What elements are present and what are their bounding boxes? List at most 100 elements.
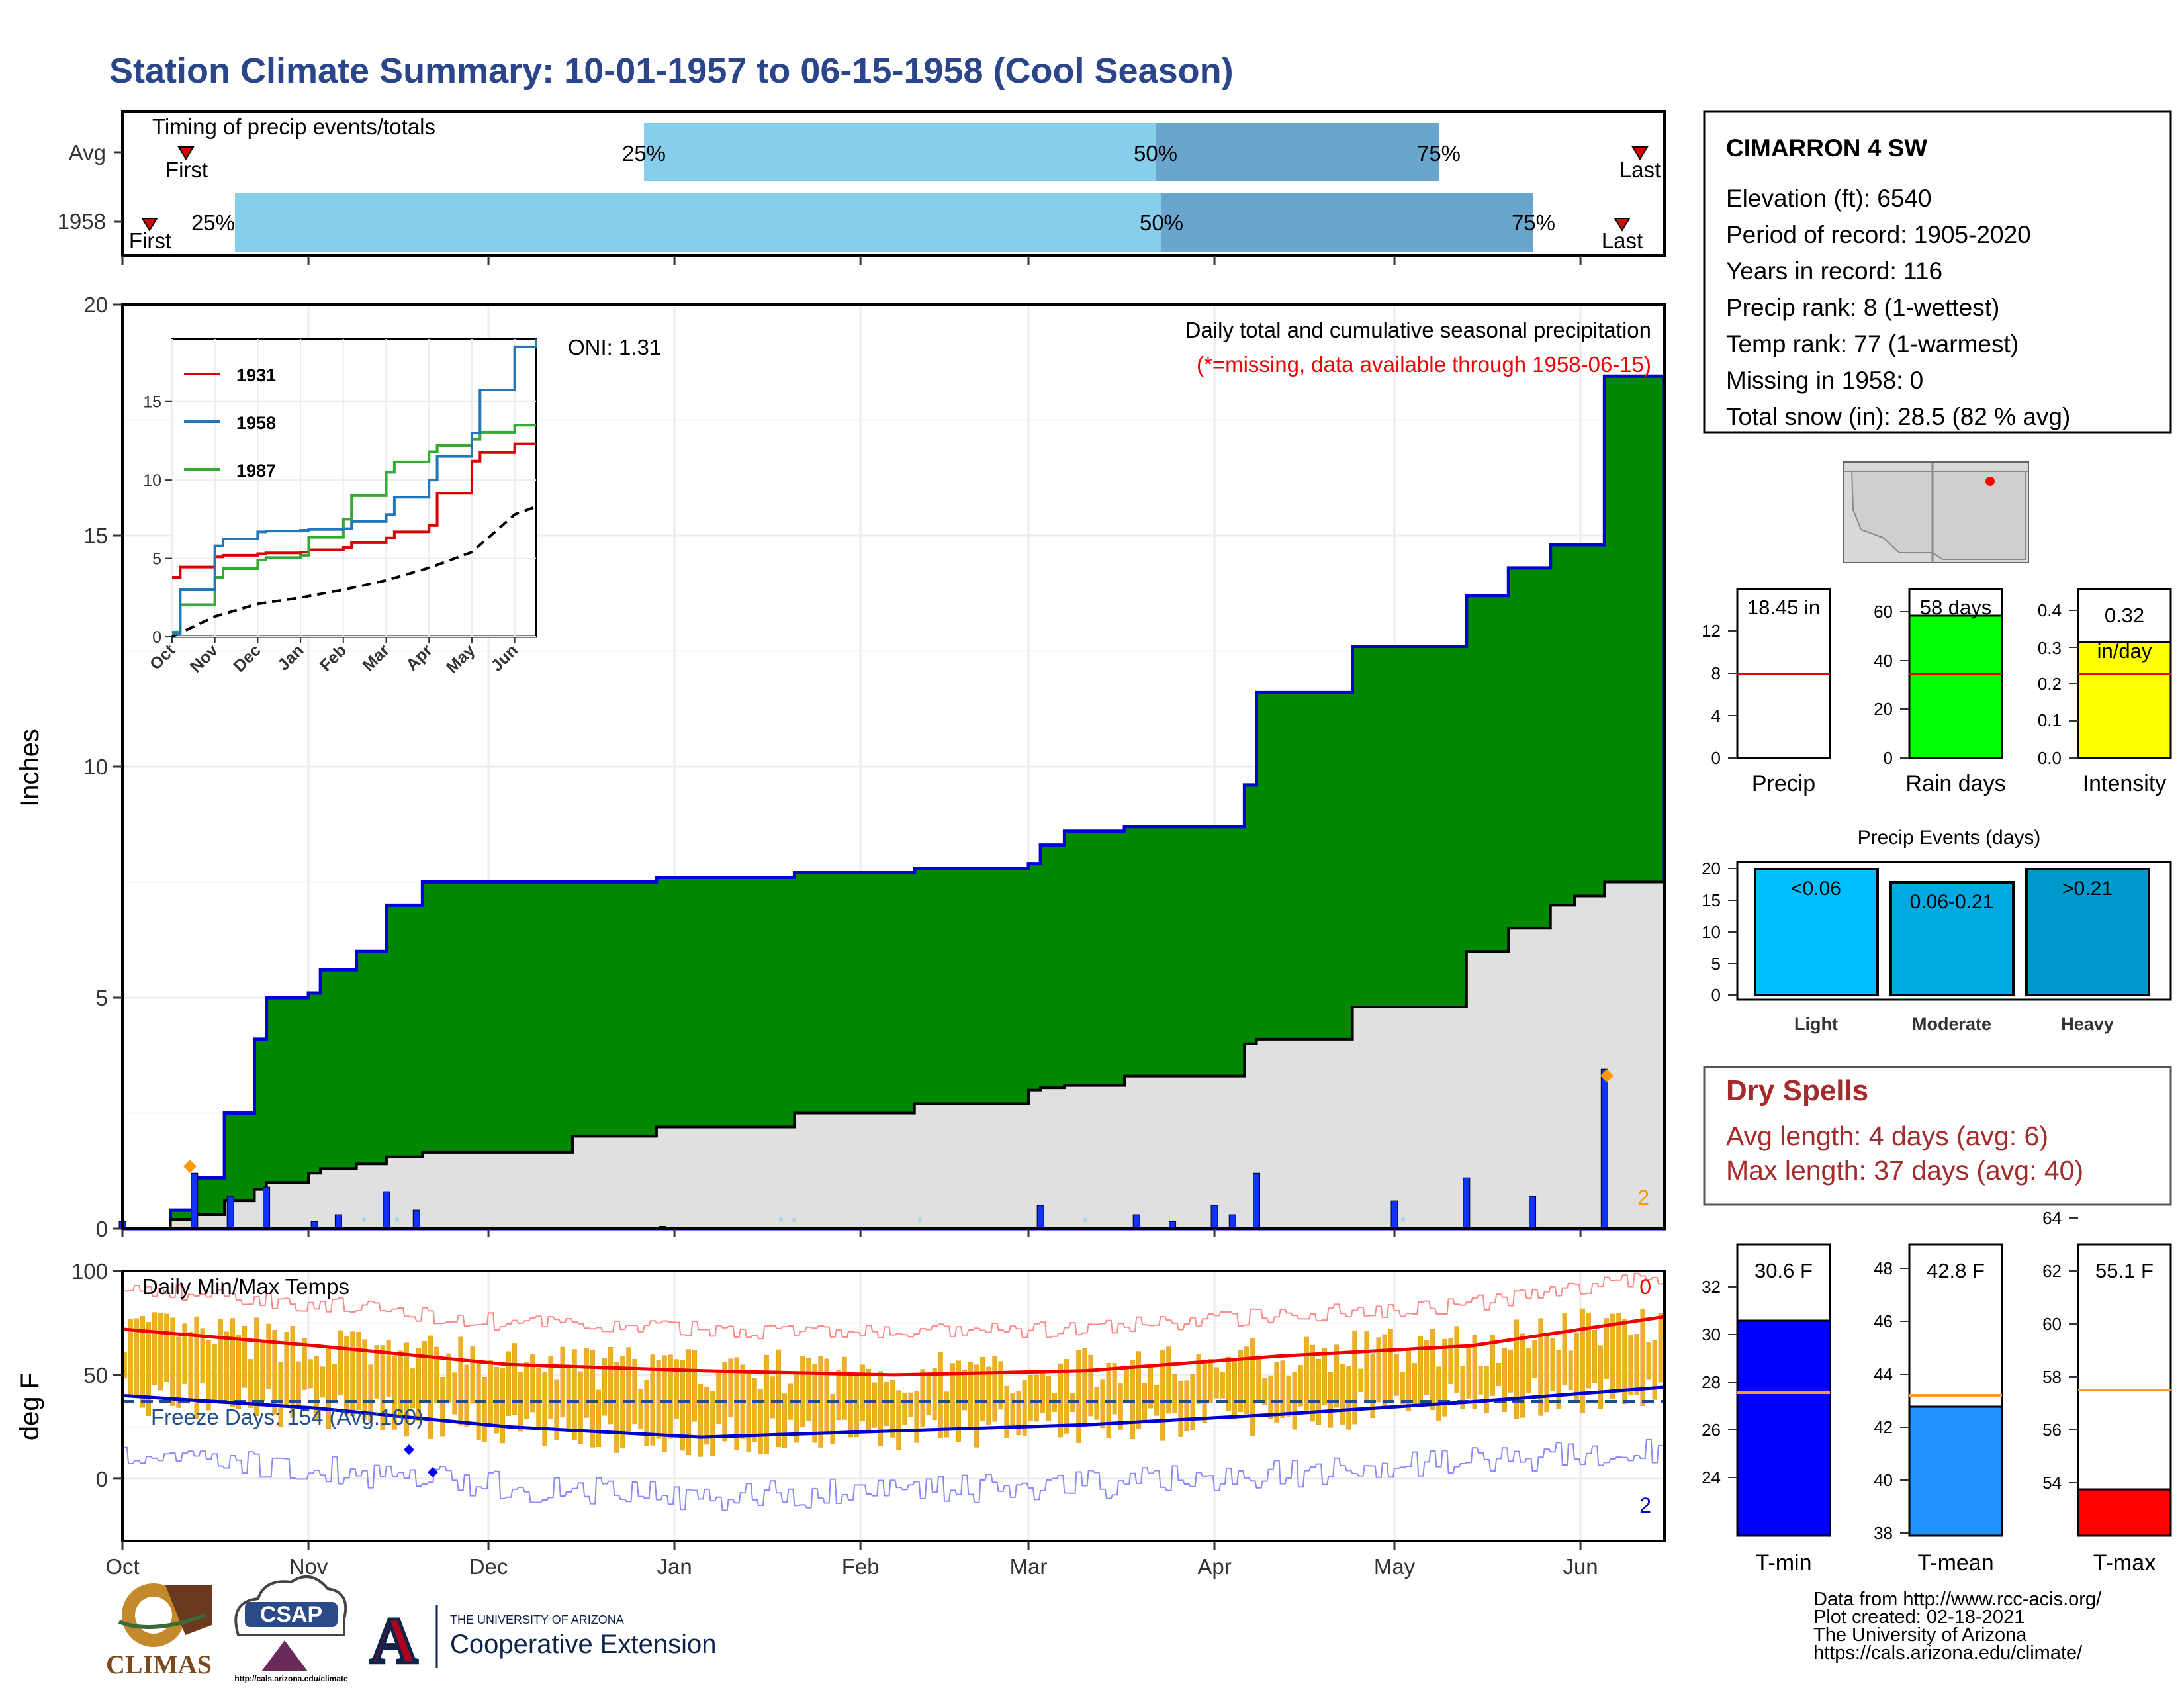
daily-temp-bar [1490, 1335, 1495, 1396]
daily-temp-bar [1268, 1376, 1273, 1419]
daily-temp-bar [884, 1382, 889, 1426]
daily-temp-bar [302, 1338, 307, 1390]
inset-average-line [171, 505, 537, 638]
location-map [1843, 461, 2029, 563]
daily-temp-bar [1544, 1333, 1549, 1413]
svg-text:5: 5 [1711, 954, 1721, 974]
daily-temp-bar [1484, 1366, 1489, 1413]
daily-temp-bar [1424, 1340, 1430, 1395]
daily-temp-bar [1154, 1385, 1160, 1416]
events-heavy-range: >0.21 [2062, 878, 2113, 900]
daily-temp-bar [644, 1380, 649, 1446]
daily-temp-bar [1076, 1350, 1081, 1443]
temp-y-tick: 50 [83, 1363, 108, 1387]
timing-1958-p75: 75% [1512, 211, 1555, 235]
daily-temp-bar [728, 1358, 733, 1417]
daily-temp-bar [566, 1364, 571, 1432]
timing-1958-p25: 25% [191, 211, 235, 235]
station-years: Years in record: 116 [1726, 258, 1942, 285]
daily-temp-bar [806, 1358, 811, 1421]
daily-temp-bar [1634, 1334, 1639, 1396]
daily-temp-bar [932, 1368, 937, 1421]
daily-temp-bar [1562, 1313, 1567, 1386]
daily-temp-bar [1628, 1335, 1633, 1396]
daily-temp-bar [590, 1349, 595, 1448]
rain-days-label: Rain days [1905, 771, 2005, 796]
daily-temp-bar [938, 1352, 943, 1438]
daily-temp-bar [1166, 1346, 1171, 1414]
station-precip-rank: Precip rank: 8 (1-wettest) [1726, 294, 1999, 321]
svg-text:38: 38 [1874, 1523, 1893, 1543]
timing-avg-bar-25-50 [644, 123, 1156, 181]
daily-temp-bar [692, 1350, 698, 1422]
daily-temp-bar [452, 1372, 457, 1415]
daily-temp-bar [1652, 1340, 1657, 1400]
daily-temp-bar [1220, 1372, 1225, 1399]
daily-temp-bar [1148, 1364, 1154, 1409]
daily-temp-bar [578, 1371, 583, 1444]
daily-temp-bar [1364, 1331, 1369, 1401]
daily-temp-bar [776, 1349, 781, 1448]
daily-temp-bar [710, 1391, 715, 1456]
daily-temp-bar [1502, 1348, 1507, 1412]
daily-temp-bar [188, 1332, 193, 1400]
timing-panel-title: Timing of precip events/totals [152, 115, 435, 139]
daily-temp-bar [230, 1318, 235, 1407]
tmax-axis-ticks: 64 62 60 58 56 54 [2042, 1208, 2078, 1493]
temp-count-top: 0 [1639, 1275, 1651, 1299]
precip-y-tick: 15 [83, 524, 108, 548]
daily-temp-bar [656, 1360, 661, 1439]
daily-temp-bar [1322, 1348, 1327, 1405]
precip-corner-count: 2 [1637, 1186, 1649, 1209]
daily-temp-bar [1334, 1344, 1340, 1408]
snow-marker-icon: * [361, 1214, 367, 1231]
intensity-unit: in/day [2097, 639, 2152, 663]
events-moderate-label: Moderate [1912, 1014, 1991, 1034]
daily-temp-bar [1184, 1380, 1189, 1431]
daily-temp-bar [362, 1339, 367, 1420]
tmean-label: T-mean [1917, 1550, 1993, 1575]
daily-temp-bar [1520, 1333, 1525, 1418]
month-tick-label: May [1374, 1554, 1416, 1579]
intensity-value: 0.32 [2105, 604, 2144, 627]
svg-text:0.2: 0.2 [2038, 674, 2062, 694]
daily-temp-bar [224, 1331, 229, 1402]
tmin-value: 30.6 F [1754, 1259, 1813, 1282]
events-moderate-range: 0.06-0.21 [1910, 891, 1994, 913]
timing-1958-last-label: Last [1602, 228, 1643, 253]
snow-marker-icon: * [917, 1214, 923, 1231]
daily-precip-bar [1529, 1196, 1537, 1229]
daily-temp-bar [554, 1379, 559, 1440]
svg-text:42: 42 [1874, 1417, 1893, 1437]
daily-temp-bar [1214, 1367, 1219, 1399]
record-low-marker-1 [404, 1444, 414, 1455]
dry-spells-frame [1703, 1066, 2172, 1206]
daily-temp-bar [1010, 1393, 1015, 1425]
daily-temp-bar [1574, 1332, 1579, 1400]
daily-temp-bar [572, 1349, 577, 1440]
daily-temp-bar [482, 1376, 487, 1442]
footer-line-data: Data from http://www.rcc-acis.org/ [1813, 1589, 2102, 1610]
daily-temp-bar [944, 1391, 949, 1438]
daily-temp-bar [356, 1332, 361, 1410]
daily-temp-bar [560, 1346, 565, 1418]
svg-text:10: 10 [1702, 922, 1721, 942]
timing-avg-p50: 50% [1134, 141, 1177, 165]
daily-temp-bar [1004, 1385, 1009, 1438]
daily-temp-bar [1436, 1366, 1441, 1421]
rain-days-value: 58 days [1920, 596, 1992, 619]
ua-name: THE UNIVERSITY OF ARIZONA [450, 1613, 624, 1626]
daily-temp-bar [506, 1351, 511, 1416]
daily-temp-bar [488, 1360, 493, 1426]
daily-temp-bar [1646, 1342, 1651, 1380]
month-tick-label: Jun [1563, 1554, 1598, 1579]
daily-temp-bar [260, 1342, 265, 1401]
daily-temp-bar [1244, 1346, 1250, 1414]
events-light-range: <0.06 [1791, 878, 1841, 900]
station-period: Period of record: 1905-2020 [1726, 221, 2031, 248]
daily-temp-bar [1112, 1363, 1117, 1415]
svg-text:30: 30 [1702, 1325, 1721, 1344]
daily-temp-bar [164, 1313, 169, 1382]
events-bar-heavy [2025, 868, 2150, 996]
daily-temp-bar [704, 1387, 709, 1445]
